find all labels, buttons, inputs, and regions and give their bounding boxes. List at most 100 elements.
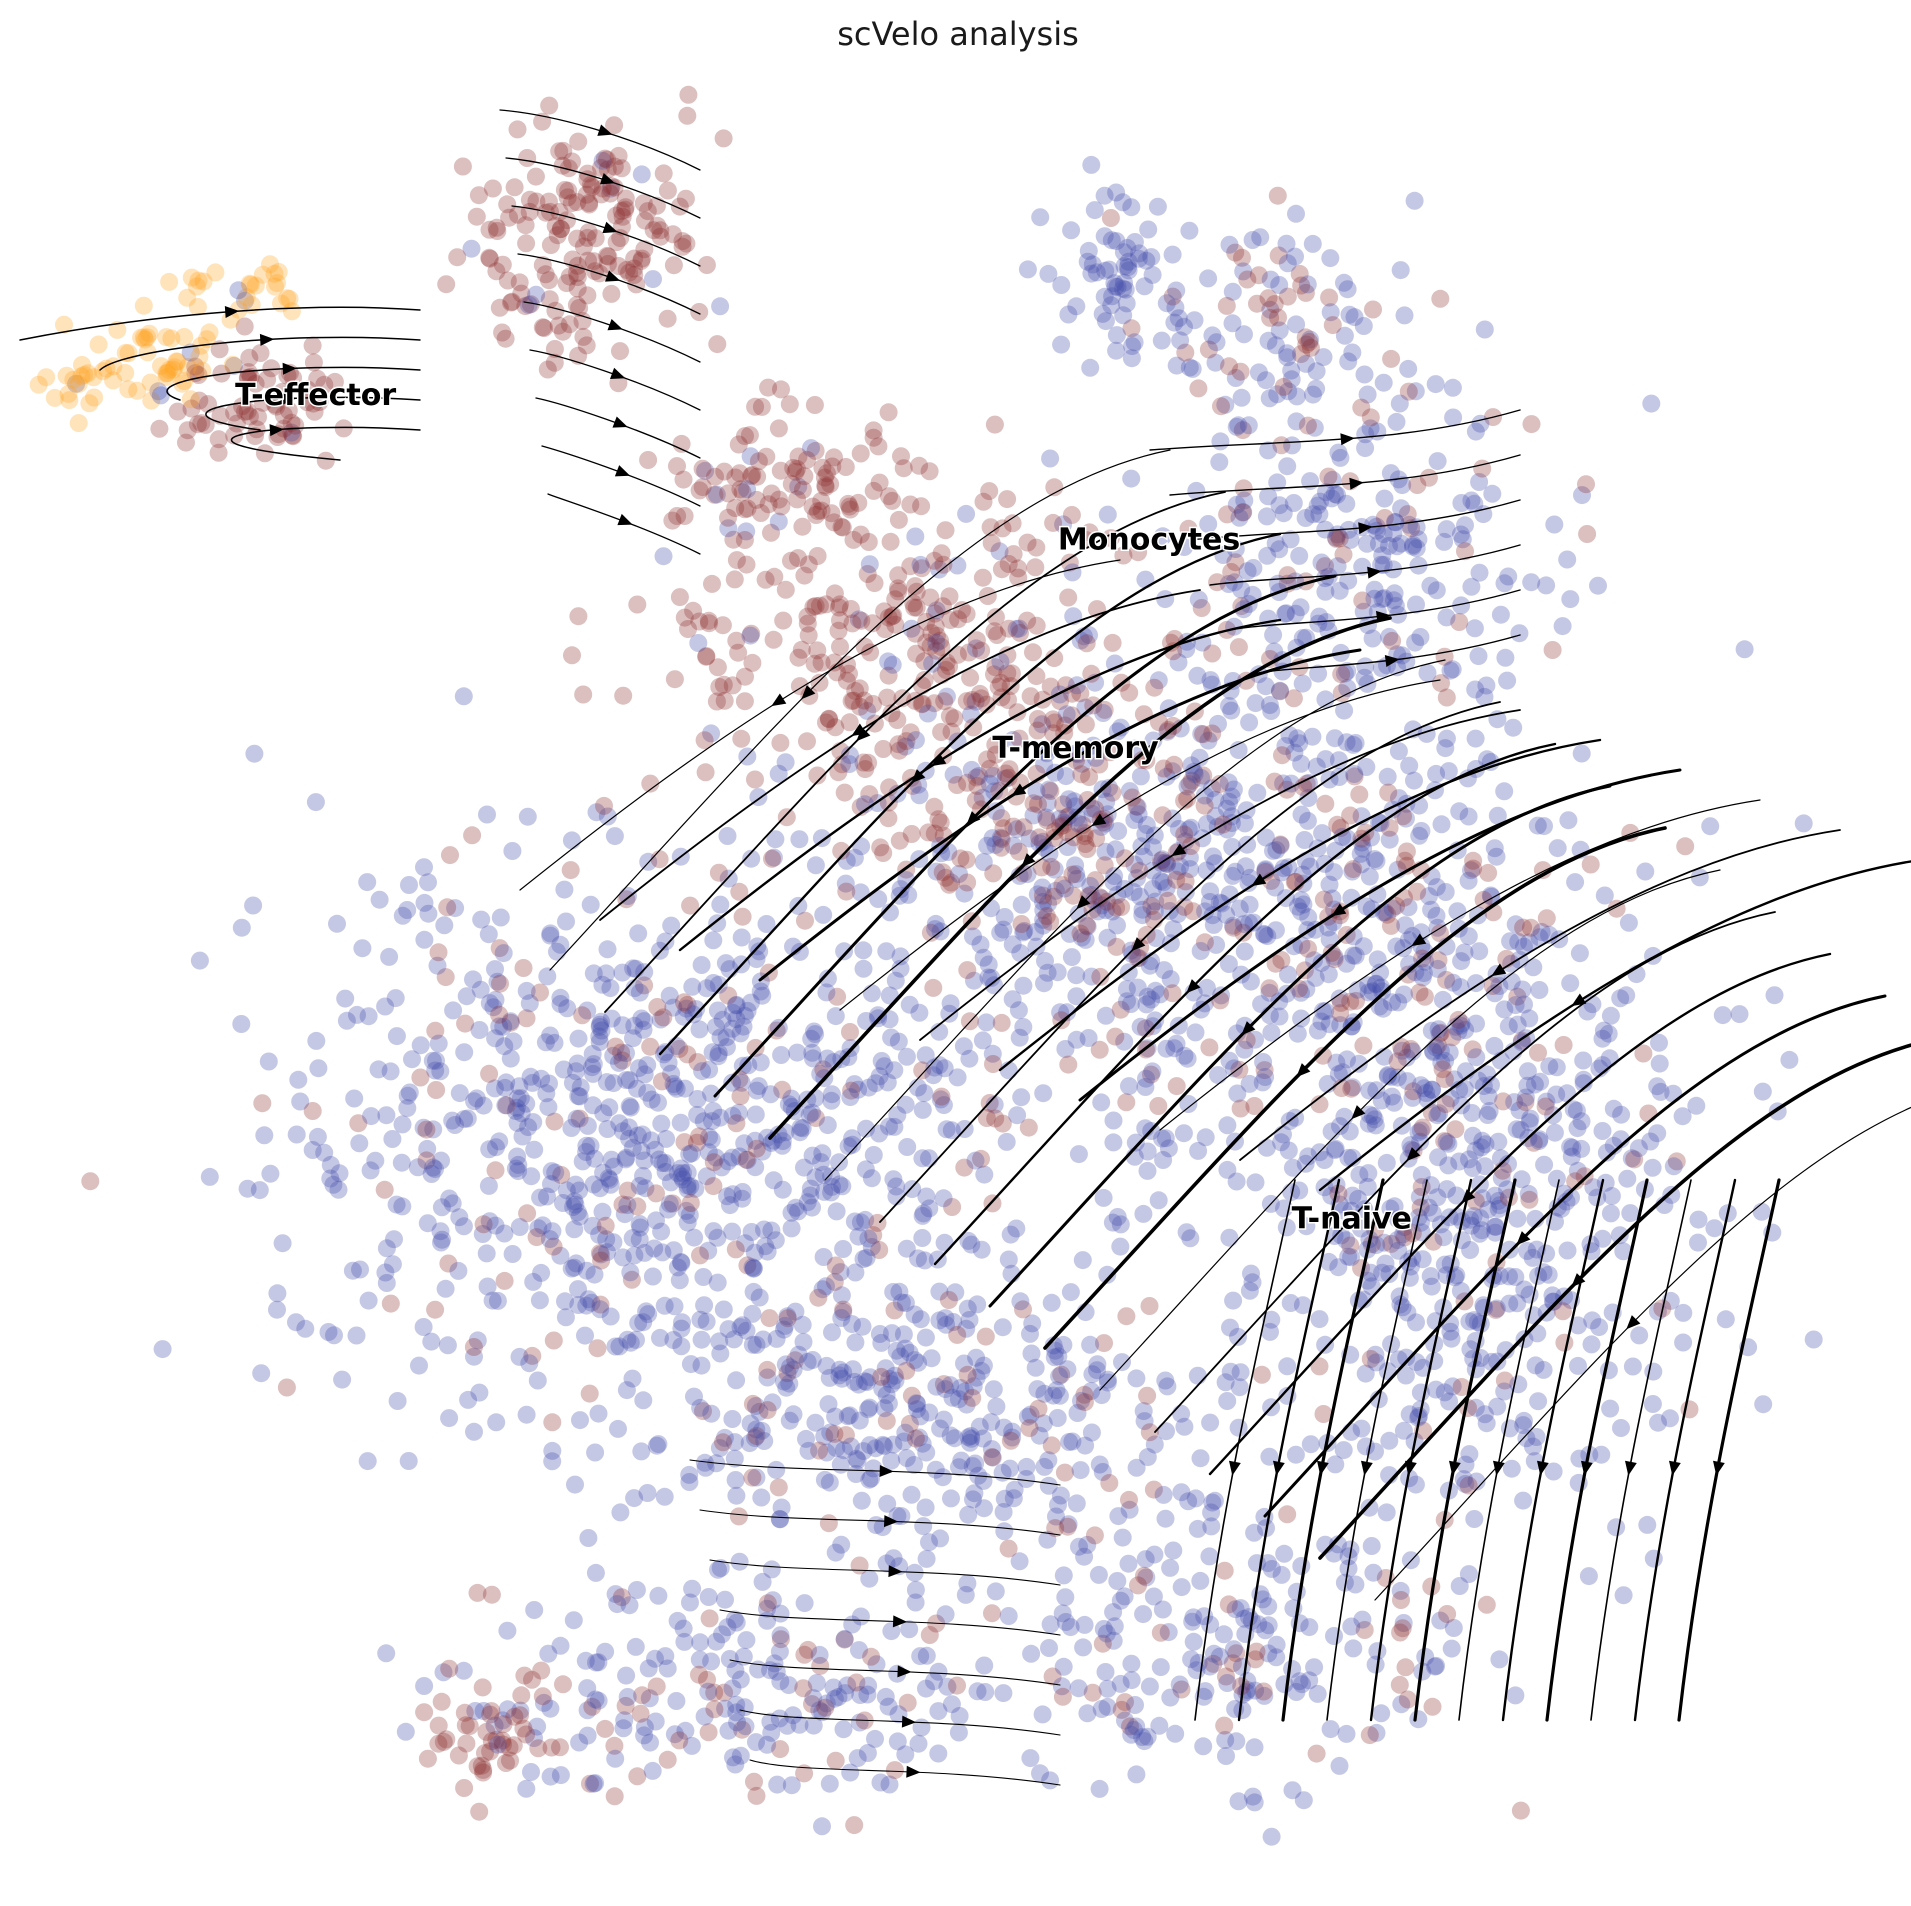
cell-point [1361,1263,1380,1282]
cell-point [1039,1476,1058,1495]
cell-point [1423,1204,1442,1223]
cell-point [1472,1138,1491,1157]
cell-point [1543,641,1562,659]
cell-point [760,1309,779,1328]
cell-point [602,1009,621,1028]
cell-point [1305,1658,1324,1677]
cell-point [1372,1091,1391,1110]
cell-point [1144,838,1162,857]
cell-point [328,914,346,933]
cell-point [347,1326,366,1345]
cell-point [841,600,860,618]
cell-point [613,1051,632,1070]
cell-point [1579,1567,1598,1586]
cell-point [688,1053,707,1072]
cell-point [1210,453,1229,472]
cell-point [1379,783,1398,802]
cell-point [1450,1152,1469,1171]
cell-point [910,456,929,475]
cell-point [580,195,599,214]
cell-point [1649,1413,1667,1432]
cell-point [1754,1395,1773,1414]
cell-point [1044,1386,1063,1405]
cell-point [955,1158,974,1177]
cell-point [659,1200,678,1219]
cell-point [1122,1671,1141,1690]
cell-point [1386,513,1405,532]
cell-point [585,1265,604,1284]
cell-point [920,1533,938,1552]
cell-point [1117,294,1136,313]
cell-point [1226,553,1245,572]
cell-point [1044,710,1062,729]
cell-point [1399,931,1418,950]
cell-point [1214,1625,1233,1644]
cell-point [865,574,884,593]
cell-point [1285,937,1303,956]
cell-point [1128,978,1147,997]
cell-point [1106,277,1125,296]
cell-point [562,1119,581,1137]
cell-point [551,988,570,1007]
cell-point [1152,331,1171,350]
cell-point [723,1019,742,1038]
cell-point [464,970,482,989]
cell-point [1003,1428,1022,1447]
cell-point [477,1244,496,1263]
cell-point [590,1015,609,1034]
cell-point [1394,939,1413,958]
cell-point [557,912,575,931]
cell-point [1316,1335,1335,1354]
cell-point [571,1078,590,1097]
cell-point [1480,1102,1499,1120]
cell-point [913,1206,932,1225]
cell-point [1343,343,1362,362]
cell-point [1135,1412,1154,1431]
cell-point [916,1046,935,1065]
cell-point [1396,916,1415,935]
cell-point [1176,343,1195,362]
cell-point [973,568,992,587]
cell-point [1380,830,1399,849]
cell-point [1034,910,1053,929]
cell-point [1338,1050,1356,1069]
cell-point [713,1625,731,1644]
cell-point [815,1427,834,1446]
cell-point [493,1711,512,1730]
cell-point [746,770,764,789]
cell-point [528,1371,547,1390]
cell-point [1335,1573,1354,1592]
cell-point [747,1427,766,1445]
cell-point [1232,1677,1251,1696]
cell-point [393,1197,412,1216]
cell-point [661,1173,680,1192]
cell-point [1357,897,1376,916]
cell-point [1003,990,1022,1009]
cell-point [843,1135,862,1154]
cell-point [1539,1265,1558,1284]
cell-point [1089,1565,1108,1584]
cell-point [1175,317,1193,336]
cell-point [1119,1554,1138,1573]
cell-point [181,390,200,409]
cell-point [740,1434,759,1453]
cell-point [724,1748,742,1767]
cell-point [246,276,265,295]
cell-point [797,1429,815,1448]
cell-point [1410,826,1429,845]
cell-point [1464,859,1483,878]
cell-point [1118,992,1136,1011]
cell-point [1215,1561,1234,1580]
cell-point [1106,840,1125,859]
cell-point [1100,778,1118,797]
cell-point [735,1134,754,1153]
cell-point [1288,897,1307,916]
cell-point [432,1151,450,1170]
cell-point [1166,298,1185,317]
cell-point [1252,995,1271,1014]
cell-point [1194,766,1213,785]
cell-point [1427,1656,1446,1675]
cell-point [1462,577,1481,596]
cell-point [829,621,848,640]
cell-point [658,1659,677,1678]
